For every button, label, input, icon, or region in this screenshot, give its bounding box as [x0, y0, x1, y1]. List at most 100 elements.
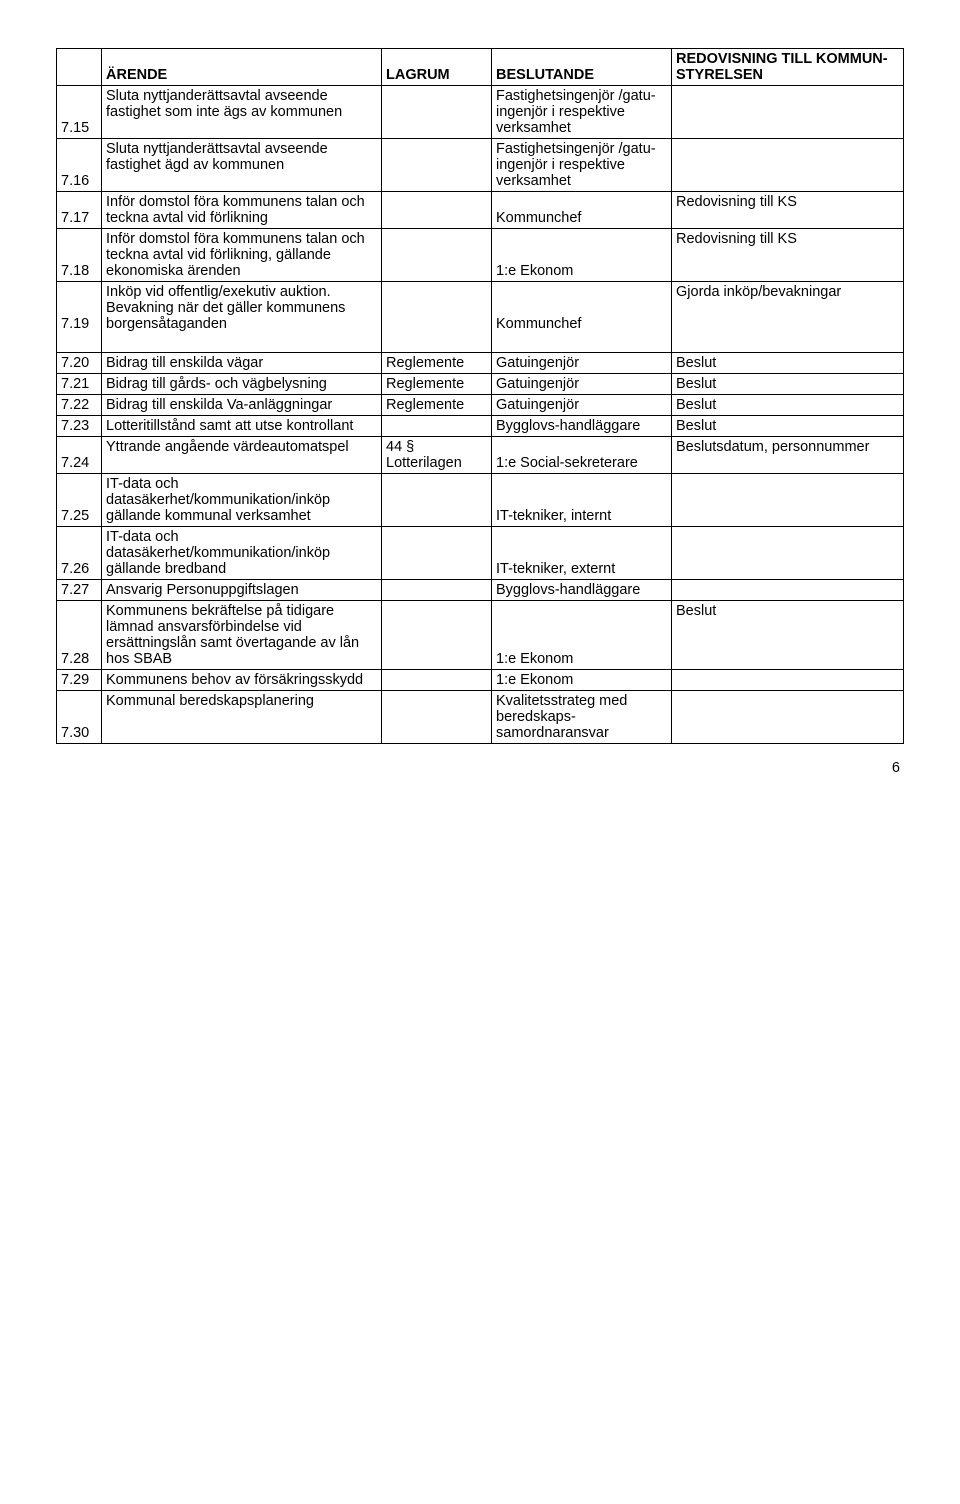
row-redovisning: Gjorda inköp/bevakningar	[672, 282, 904, 353]
row-lagrum	[382, 670, 492, 691]
table-row: 7.26IT-data och datasäkerhet/kommunikati…	[57, 527, 904, 580]
row-beslutande: IT-tekniker, internt	[492, 474, 672, 527]
row-arende: Inför domstol föra kommunens talan och t…	[102, 229, 382, 282]
row-lagrum	[382, 474, 492, 527]
row-lagrum	[382, 282, 492, 353]
row-arende: Kommunal beredskapsplanering	[102, 691, 382, 744]
table-row: 7.17Inför domstol föra kommunens talan o…	[57, 192, 904, 229]
row-redovisning	[672, 86, 904, 139]
table-row: 7.28Kommunens bekräftelse på tidigare lä…	[57, 601, 904, 670]
row-num: 7.22	[57, 395, 102, 416]
row-lagrum	[382, 192, 492, 229]
row-beslutande: IT-tekniker, externt	[492, 527, 672, 580]
row-redovisning: Beslut	[672, 601, 904, 670]
row-num: 7.30	[57, 691, 102, 744]
row-num: 7.26	[57, 527, 102, 580]
table-row: 7.25IT-data och datasäkerhet/kommunikati…	[57, 474, 904, 527]
row-arende: Kommunens bekräftelse på tidigare lämnad…	[102, 601, 382, 670]
row-beslutande: Fastighetsingenjör /gatu-ingenjör i resp…	[492, 86, 672, 139]
row-num: 7.17	[57, 192, 102, 229]
row-num: 7.27	[57, 580, 102, 601]
row-redovisning	[672, 527, 904, 580]
row-num: 7.25	[57, 474, 102, 527]
row-arende: Ansvarig Personuppgiftslagen	[102, 580, 382, 601]
row-lagrum: 44 § Lotterilagen	[382, 437, 492, 474]
row-num: 7.24	[57, 437, 102, 474]
table-row: 7.18Inför domstol föra kommunens talan o…	[57, 229, 904, 282]
row-arende: Bidrag till enskilda vägar	[102, 353, 382, 374]
row-beslutande: Gatuingenjör	[492, 395, 672, 416]
table-row: 7.24Yttrande angående värdeautomatspel44…	[57, 437, 904, 474]
row-lagrum: Reglemente	[382, 374, 492, 395]
row-redovisning: Beslut	[672, 416, 904, 437]
row-arende: Bidrag till gårds- och vägbelysning	[102, 374, 382, 395]
row-lagrum	[382, 601, 492, 670]
row-redovisning	[672, 670, 904, 691]
row-redovisning	[672, 139, 904, 192]
row-redovisning	[672, 691, 904, 744]
row-beslutande: Kommunchef	[492, 192, 672, 229]
table-row: 7.30Kommunal beredskapsplanering Kvalitet…	[57, 691, 904, 744]
row-lagrum	[382, 691, 492, 744]
header-col-redovisning: REDOVISNING TILL KOMMUN-STYRELSEN	[672, 49, 904, 86]
header-col-beslutande: BESLUTANDE	[492, 49, 672, 86]
row-arende: Sluta nyttjanderättsavtal avseende fasti…	[102, 86, 382, 139]
row-beslutande: Gatuingenjör	[492, 353, 672, 374]
row-beslutande: 1:e Ekonom	[492, 601, 672, 670]
row-beslutande: 1:e Ekonom	[492, 229, 672, 282]
table-row: 7.16Sluta nyttjanderättsavtal avseende f…	[57, 139, 904, 192]
row-num: 7.19	[57, 282, 102, 353]
row-arende: Yttrande angående värdeautomatspel	[102, 437, 382, 474]
table-header-row: ÄRENDE LAGRUM BESLUTANDE REDOVISNING TIL…	[57, 49, 904, 86]
row-beslutande: Bygglovs-handläggare	[492, 416, 672, 437]
header-col-arende: ÄRENDE	[102, 49, 382, 86]
row-num: 7.21	[57, 374, 102, 395]
row-arende: Sluta nyttjanderättsavtal avseende fasti…	[102, 139, 382, 192]
header-col-lagrum: LAGRUM	[382, 49, 492, 86]
row-beslutande: 1:e Social-sekreterare	[492, 437, 672, 474]
row-num: 7.23	[57, 416, 102, 437]
table-row: 7.29Kommunens behov av försäkringsskydd 1…	[57, 670, 904, 691]
row-arende: IT-data och datasäkerhet/kommunikation/i…	[102, 527, 382, 580]
row-lagrum: Reglemente	[382, 353, 492, 374]
row-redovisning: Redovisning till KS	[672, 229, 904, 282]
row-beslutande: Fastighetsingenjör /gatu-ingenjör i resp…	[492, 139, 672, 192]
row-beslutande: 1:e Ekonom	[492, 670, 672, 691]
row-num: 7.29	[57, 670, 102, 691]
row-redovisning: Beslut	[672, 353, 904, 374]
row-arende: Lotteritillstånd samt att utse kontrolla…	[102, 416, 382, 437]
table-row: 7.27Ansvarig Personuppgiftslagen Bygglovs…	[57, 580, 904, 601]
row-num: 7.16	[57, 139, 102, 192]
row-beslutande: Kvalitetsstrateg med beredskaps-samordna…	[492, 691, 672, 744]
table-row: 7.19Inköp vid offentlig/exekutiv auktion…	[57, 282, 904, 353]
row-lagrum	[382, 527, 492, 580]
row-lagrum: Reglemente	[382, 395, 492, 416]
row-redovisning: Beslutsdatum, personnummer	[672, 437, 904, 474]
row-lagrum	[382, 416, 492, 437]
row-redovisning	[672, 474, 904, 527]
row-lagrum	[382, 86, 492, 139]
main-table: ÄRENDE LAGRUM BESLUTANDE REDOVISNING TIL…	[56, 48, 904, 744]
row-arende: Kommunens behov av försäkringsskydd	[102, 670, 382, 691]
table-row: 7.23Lotteritillstånd samt att utse kontr…	[57, 416, 904, 437]
row-lagrum	[382, 580, 492, 601]
row-redovisning	[672, 580, 904, 601]
row-redovisning: Beslut	[672, 395, 904, 416]
row-num: 7.15	[57, 86, 102, 139]
row-arende: IT-data och datasäkerhet/kommunikation/i…	[102, 474, 382, 527]
row-lagrum	[382, 229, 492, 282]
row-num: 7.28	[57, 601, 102, 670]
row-lagrum	[382, 139, 492, 192]
row-arende: Bidrag till enskilda Va-anläggningar	[102, 395, 382, 416]
page-number: 6	[56, 760, 904, 776]
row-num: 7.20	[57, 353, 102, 374]
header-col-num	[57, 49, 102, 86]
table-row: 7.15Sluta nyttjanderättsavtal avseende f…	[57, 86, 904, 139]
table-row: 7.21Bidrag till gårds- och vägbelysningR…	[57, 374, 904, 395]
row-num: 7.18	[57, 229, 102, 282]
table-row: 7.20Bidrag till enskilda vägarReglemente…	[57, 353, 904, 374]
row-beslutande: Bygglovs-handläggare	[492, 580, 672, 601]
row-redovisning: Beslut	[672, 374, 904, 395]
table-row: 7.22Bidrag till enskilda Va-anläggningar…	[57, 395, 904, 416]
row-beslutande: Kommunchef	[492, 282, 672, 353]
